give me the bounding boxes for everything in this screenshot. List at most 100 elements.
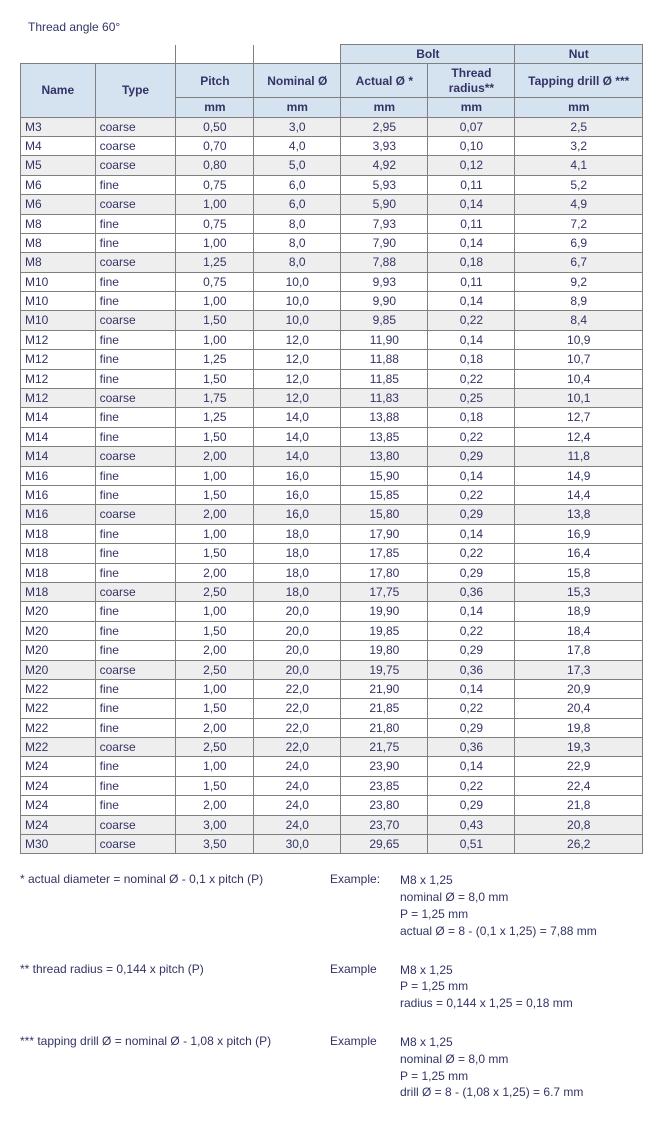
header-unit-nominal: mm	[254, 98, 341, 117]
cell-radius: 0,14	[428, 195, 515, 214]
cell-name: M5	[21, 156, 96, 175]
cell-tap: 13,8	[515, 505, 643, 524]
cell-nominal: 20,0	[254, 660, 341, 679]
table-row: M22fine1,0022,021,900,1420,9	[21, 679, 643, 698]
cell-radius: 0,14	[428, 757, 515, 776]
table-row: M16fine1,0016,015,900,1414,9	[21, 466, 643, 485]
cell-type: fine	[95, 427, 176, 446]
cell-name: M10	[21, 272, 96, 291]
cell-actual: 11,90	[341, 330, 428, 349]
table-row: M22fine1,5022,021,850,2220,4	[21, 699, 643, 718]
cell-tap: 4,9	[515, 195, 643, 214]
cell-pitch: 1,00	[176, 195, 254, 214]
header-group-bolt: Bolt	[341, 45, 515, 64]
header-type: Type	[95, 64, 176, 117]
cell-tap: 14,9	[515, 466, 643, 485]
cell-pitch: 2,00	[176, 505, 254, 524]
cell-pitch: 1,50	[176, 544, 254, 563]
cell-pitch: 0,75	[176, 175, 254, 194]
header-blank-1	[21, 45, 176, 64]
table-row: M3coarse0,503,02,950,072,5	[21, 117, 643, 136]
cell-type: coarse	[95, 505, 176, 524]
cell-type: fine	[95, 272, 176, 291]
cell-tap: 16,4	[515, 544, 643, 563]
cell-pitch: 1,00	[176, 466, 254, 485]
cell-tap: 15,3	[515, 582, 643, 601]
cell-radius: 0,22	[428, 427, 515, 446]
cell-pitch: 0,70	[176, 136, 254, 155]
table-row: M12fine1,5012,011,850,2210,4	[21, 369, 643, 388]
cell-name: M20	[21, 621, 96, 640]
cell-nominal: 5,0	[254, 156, 341, 175]
table-row: M24coarse3,0024,023,700,4320,8	[21, 815, 643, 834]
footnote-example-label: Example	[330, 1034, 400, 1048]
header-radius: Thread radius**	[428, 64, 515, 98]
cell-name: M18	[21, 582, 96, 601]
footnote-row: ** thread radius = 0,144 x pitch (P)Exam…	[20, 962, 643, 1012]
cell-actual: 13,85	[341, 427, 428, 446]
cell-tap: 12,4	[515, 427, 643, 446]
table-row: M20fine1,0020,019,900,1418,9	[21, 602, 643, 621]
cell-type: fine	[95, 602, 176, 621]
cell-radius: 0,29	[428, 447, 515, 466]
cell-name: M12	[21, 369, 96, 388]
cell-actual: 9,85	[341, 311, 428, 330]
cell-nominal: 12,0	[254, 389, 341, 408]
cell-radius: 0,22	[428, 311, 515, 330]
footnote-example-line: M8 x 1,25	[400, 1034, 643, 1051]
cell-actual: 19,80	[341, 641, 428, 660]
cell-name: M14	[21, 408, 96, 427]
cell-pitch: 0,80	[176, 156, 254, 175]
cell-type: fine	[95, 776, 176, 795]
table-row: M12coarse1,7512,011,830,2510,1	[21, 389, 643, 408]
cell-actual: 23,80	[341, 796, 428, 815]
cell-type: coarse	[95, 136, 176, 155]
footnote-example-label: Example	[330, 962, 400, 976]
cell-type: fine	[95, 350, 176, 369]
cell-type: fine	[95, 330, 176, 349]
footnote-example-line: nominal Ø = 8,0 mm	[400, 889, 643, 906]
footnote-example: M8 x 1,25P = 1,25 mmradius = 0,144 x 1,2…	[400, 962, 643, 1012]
cell-actual: 7,90	[341, 233, 428, 252]
cell-name: M24	[21, 776, 96, 795]
footnote-example-line: drill Ø = 8 - (1,08 x 1,25) = 6.7 mm	[400, 1084, 643, 1101]
table-row: M10fine0,7510,09,930,119,2	[21, 272, 643, 291]
cell-name: M10	[21, 311, 96, 330]
cell-nominal: 22,0	[254, 679, 341, 698]
cell-radius: 0,14	[428, 292, 515, 311]
cell-nominal: 18,0	[254, 563, 341, 582]
cell-name: M8	[21, 214, 96, 233]
footnotes: * actual diameter = nominal Ø - 0,1 x pi…	[20, 872, 643, 1101]
cell-type: coarse	[95, 253, 176, 272]
cell-nominal: 18,0	[254, 582, 341, 601]
cell-name: M16	[21, 505, 96, 524]
cell-nominal: 3,0	[254, 117, 341, 136]
cell-tap: 18,4	[515, 621, 643, 640]
cell-radius: 0,22	[428, 544, 515, 563]
cell-nominal: 18,0	[254, 544, 341, 563]
cell-nominal: 22,0	[254, 699, 341, 718]
cell-radius: 0,14	[428, 602, 515, 621]
footnote-example-label: Example:	[330, 872, 400, 886]
cell-tap: 17,3	[515, 660, 643, 679]
cell-pitch: 2,00	[176, 563, 254, 582]
table-row: M14fine1,2514,013,880,1812,7	[21, 408, 643, 427]
header-actual: Actual Ø *	[341, 64, 428, 98]
cell-actual: 2,95	[341, 117, 428, 136]
cell-radius: 0,07	[428, 117, 515, 136]
cell-pitch: 1,00	[176, 602, 254, 621]
table-row: M8fine0,758,07,930,117,2	[21, 214, 643, 233]
cell-name: M8	[21, 253, 96, 272]
cell-nominal: 10,0	[254, 292, 341, 311]
cell-actual: 15,85	[341, 485, 428, 504]
cell-nominal: 14,0	[254, 447, 341, 466]
cell-pitch: 2,00	[176, 641, 254, 660]
cell-actual: 9,93	[341, 272, 428, 291]
cell-actual: 15,90	[341, 466, 428, 485]
cell-radius: 0,10	[428, 136, 515, 155]
cell-tap: 21,8	[515, 796, 643, 815]
cell-tap: 8,9	[515, 292, 643, 311]
cell-tap: 22,4	[515, 776, 643, 795]
cell-nominal: 20,0	[254, 602, 341, 621]
cell-name: M12	[21, 350, 96, 369]
